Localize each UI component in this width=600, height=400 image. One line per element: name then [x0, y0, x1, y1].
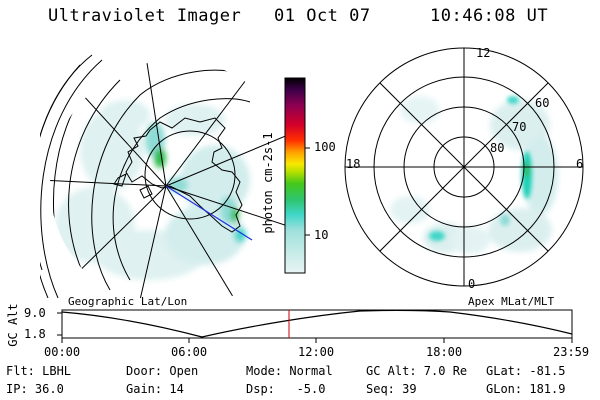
info-ip: IP: 36.0	[6, 382, 64, 396]
colorbar-tick-10: 10	[314, 228, 329, 242]
timeline-xtick-2359: 23:59	[553, 345, 590, 359]
timeline-ytick-low: 1.8	[24, 327, 46, 341]
mlt-label-0: 0	[468, 277, 476, 291]
coast-island	[139, 185, 153, 199]
timeline-ylabel: GC Alt	[6, 303, 20, 347]
info-gc-alt: GC Alt: 7.0 Re	[366, 364, 468, 378]
timeline-left-caption: Geographic Lat/Lon	[68, 295, 188, 308]
colorbar-unit-label: photon cm-2s-1	[261, 132, 275, 234]
polar-diagonal-2	[379, 82, 549, 252]
polar-plot	[344, 47, 584, 287]
mlat-label-70: 70	[512, 120, 527, 134]
info-glat: GLat: -81.5	[486, 364, 566, 378]
timeline-ytick-high: 9.0	[24, 306, 46, 320]
info-door: Door: Open	[126, 364, 199, 378]
timeline-xtick-0600: 06:00	[171, 345, 208, 359]
colorbar-tick-100: 100	[314, 140, 336, 154]
mlt-label-12: 12	[476, 46, 491, 60]
terminator-line	[165, 185, 253, 241]
timeline-right-caption: Apex MLat/MLT	[468, 295, 555, 308]
timeline-xtick-1200: 12:00	[298, 345, 335, 359]
mlat-label-60: 60	[535, 96, 550, 110]
info-mode: Mode: Normal	[246, 364, 333, 378]
info-filter: Flt: LBHL	[6, 364, 72, 378]
mlat-label-80: 80	[490, 141, 505, 155]
timeline-xtick-0000: 00:00	[44, 345, 81, 359]
info-dsp: Dsp: -5.0	[246, 382, 326, 396]
info-glon: GLon: 181.9	[486, 382, 566, 396]
geographic-map	[40, 54, 300, 298]
geo-outer-arcs	[40, 54, 103, 298]
mlt-label-18: 18	[346, 157, 361, 171]
geo-aurora-emission	[55, 100, 250, 280]
mlt-label-6: 6	[576, 157, 584, 171]
date-label: 01 Oct 07	[274, 6, 371, 26]
orbit-altitude-curve	[61, 309, 573, 338]
antarctica-coastline	[125, 117, 243, 233]
orbit-timeline	[57, 309, 573, 343]
info-seq: Seq: 39	[366, 382, 417, 396]
timeline-xtick-1800: 18:00	[426, 345, 463, 359]
polar-aurora-bright	[429, 96, 532, 241]
polar-aurora-emission	[390, 96, 558, 254]
coast-inlet	[113, 173, 127, 187]
instrument-title: Ultraviolet Imager	[48, 6, 242, 26]
info-gain: Gain: 14	[126, 382, 184, 396]
colorbar	[284, 77, 310, 274]
time-label: 10:46:08 UT	[430, 6, 549, 26]
